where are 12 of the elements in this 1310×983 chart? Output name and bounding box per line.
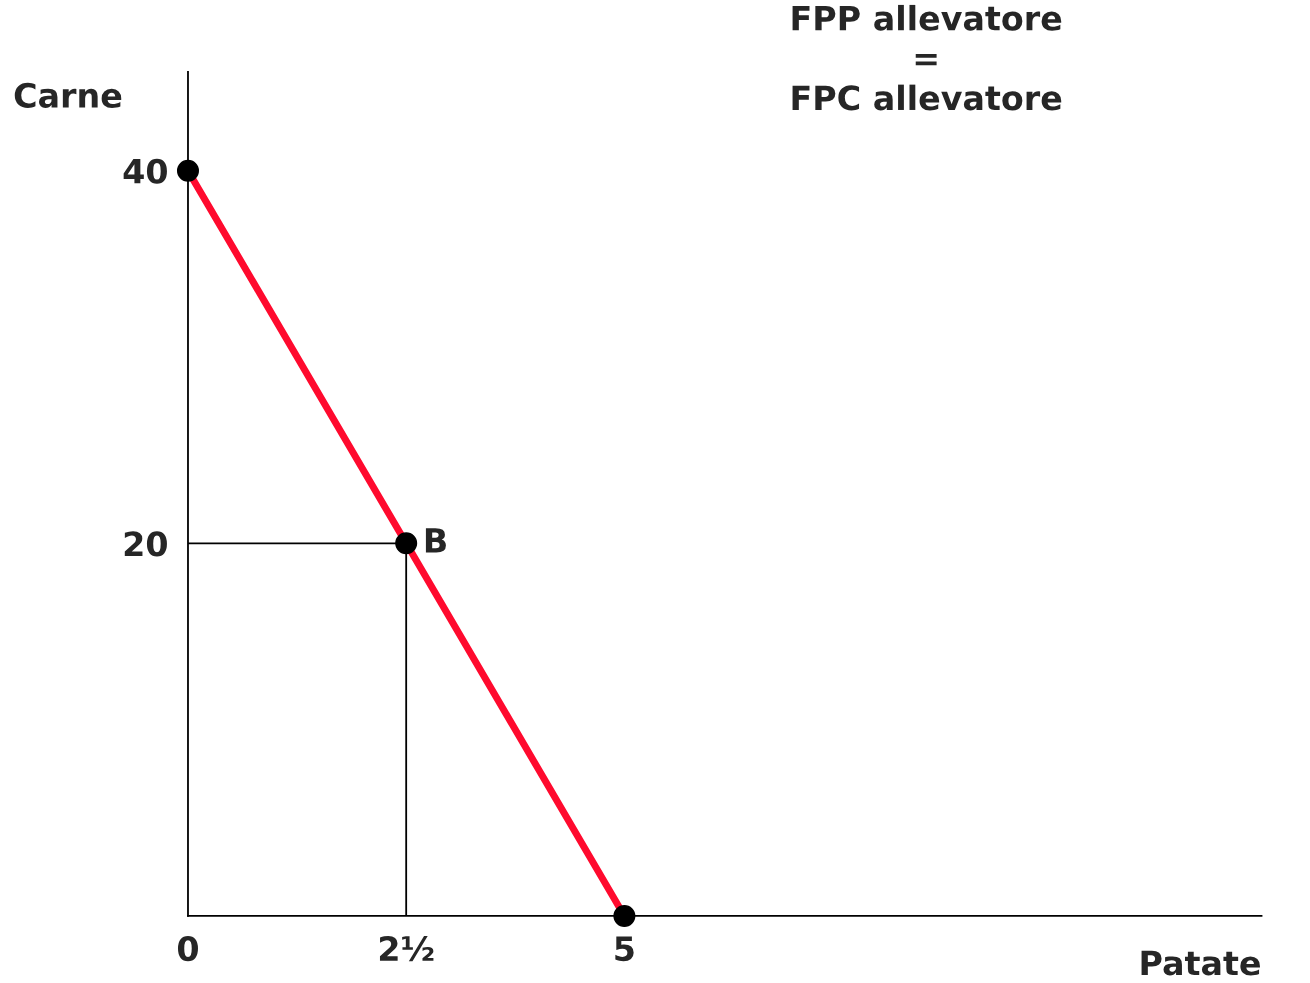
x-axis-title: Patate bbox=[1141, 950, 1260, 976]
x-tick-label: 2½ bbox=[379, 935, 434, 962]
point bbox=[395, 532, 418, 555]
point bbox=[613, 904, 636, 927]
chart-title: FPP allevatore = FPC allevatore bbox=[792, 4, 1062, 111]
annotation: B bbox=[425, 528, 446, 553]
y-axis-title: Carne bbox=[14, 82, 122, 108]
y-tick-label: 20 bbox=[124, 531, 167, 557]
point bbox=[176, 159, 199, 182]
y-tick-label: 40 bbox=[123, 158, 167, 184]
x-tick-label: 5 bbox=[615, 936, 634, 962]
x-tick-label: 0 bbox=[177, 935, 198, 962]
